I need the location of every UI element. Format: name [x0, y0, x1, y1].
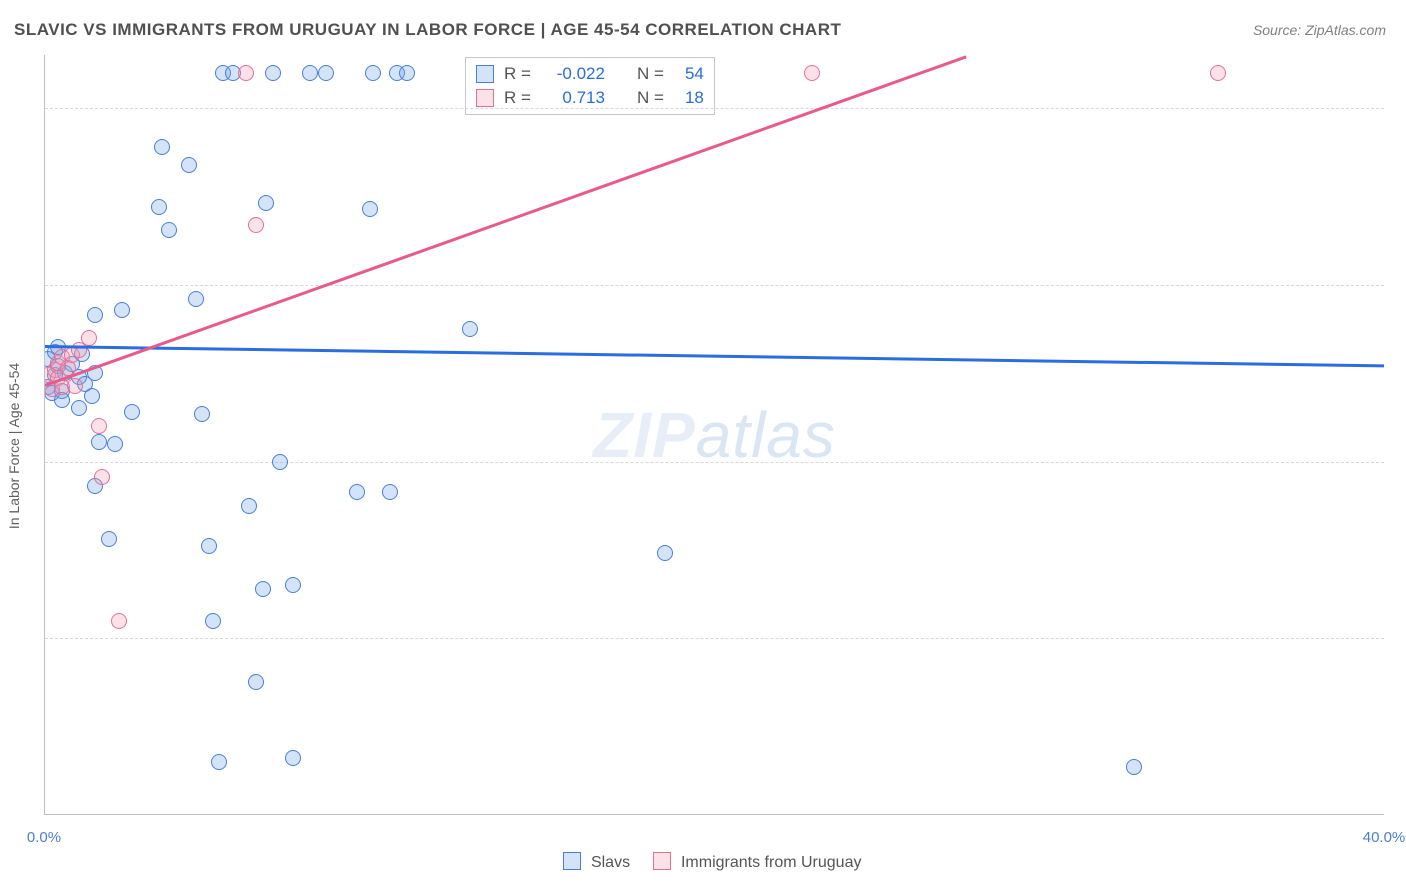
watermark-bold: ZIP [593, 399, 696, 471]
data-point [272, 454, 288, 470]
data-point [101, 531, 117, 547]
data-point [365, 65, 381, 81]
plot-area: ZIPatlas R = -0.022 N = 54 R = 0.713 N =… [44, 55, 1384, 815]
data-point [87, 307, 103, 323]
data-point [265, 65, 281, 81]
data-point [382, 484, 398, 500]
data-point [154, 139, 170, 155]
data-point [201, 538, 217, 554]
data-point [362, 201, 378, 217]
data-point [91, 418, 107, 434]
data-point [181, 157, 197, 173]
data-point [285, 577, 301, 593]
chart-title: SLAVIC VS IMMIGRANTS FROM URUGUAY IN LAB… [14, 20, 841, 40]
n-value-uruguay: 18 [674, 86, 704, 110]
x-tick [45, 814, 46, 815]
x-tick [380, 814, 381, 815]
chart-container: SLAVIC VS IMMIGRANTS FROM URUGUAY IN LAB… [0, 0, 1406, 892]
data-point [84, 388, 100, 404]
data-point [1210, 65, 1226, 81]
data-point [248, 674, 264, 690]
data-point [107, 436, 123, 452]
data-point [657, 545, 673, 561]
data-point [161, 222, 177, 238]
data-point [285, 750, 301, 766]
r-value-uruguay: 0.713 [541, 86, 605, 110]
n-value-slavs: 54 [674, 62, 704, 86]
bottom-legend: Slavs Immigrants from Uruguay [0, 852, 1406, 872]
x-tick [213, 814, 214, 815]
data-point [194, 406, 210, 422]
data-point [349, 484, 365, 500]
data-point [94, 469, 110, 485]
data-point [238, 65, 254, 81]
data-point [211, 754, 227, 770]
data-point [151, 199, 167, 215]
data-point [248, 217, 264, 233]
data-point [255, 581, 271, 597]
trend-line [45, 345, 1384, 367]
gridline [45, 638, 1384, 639]
x-tick-label: 40.0% [1363, 829, 1406, 846]
legend-label-uruguay: Immigrants from Uruguay [681, 854, 862, 871]
watermark-light: atlas [696, 399, 836, 471]
y-axis-label: In Labor Force | Age 45-54 [6, 363, 22, 529]
stats-row-slavs: R = -0.022 N = 54 [476, 62, 704, 86]
data-point [111, 613, 127, 629]
data-point [1126, 759, 1142, 775]
r-label: R = [504, 62, 531, 86]
legend-label-slavs: Slavs [591, 854, 630, 871]
swatch-slavs [476, 65, 494, 83]
gridline [45, 285, 1384, 286]
data-point [462, 321, 478, 337]
n-label: N = [637, 86, 664, 110]
data-point [302, 65, 318, 81]
n-label: N = [637, 62, 664, 86]
data-point [91, 434, 107, 450]
x-tick [1218, 814, 1219, 815]
data-point [258, 195, 274, 211]
data-point [124, 404, 140, 420]
data-point [804, 65, 820, 81]
source-credit: Source: ZipAtlas.com [1253, 22, 1386, 38]
x-tick [715, 814, 716, 815]
legend-swatch-uruguay [653, 852, 671, 870]
r-label: R = [504, 86, 531, 110]
data-point [81, 330, 97, 346]
gridline [45, 462, 1384, 463]
x-tick [1050, 814, 1051, 815]
data-point [114, 302, 130, 318]
data-point [318, 65, 334, 81]
data-point [67, 378, 83, 394]
watermark: ZIPatlas [593, 398, 836, 472]
legend-swatch-slavs [563, 852, 581, 870]
data-point [241, 498, 257, 514]
x-tick [883, 814, 884, 815]
data-point [188, 291, 204, 307]
data-point [399, 65, 415, 81]
stats-legend-box: R = -0.022 N = 54 R = 0.713 N = 18 [465, 57, 715, 115]
r-value-slavs: -0.022 [541, 62, 605, 86]
data-point [71, 400, 87, 416]
data-point [205, 613, 221, 629]
gridline [45, 108, 1384, 109]
x-tick-label: 0.0% [27, 829, 61, 846]
x-tick [548, 814, 549, 815]
swatch-uruguay [476, 89, 494, 107]
stats-row-uruguay: R = 0.713 N = 18 [476, 86, 704, 110]
